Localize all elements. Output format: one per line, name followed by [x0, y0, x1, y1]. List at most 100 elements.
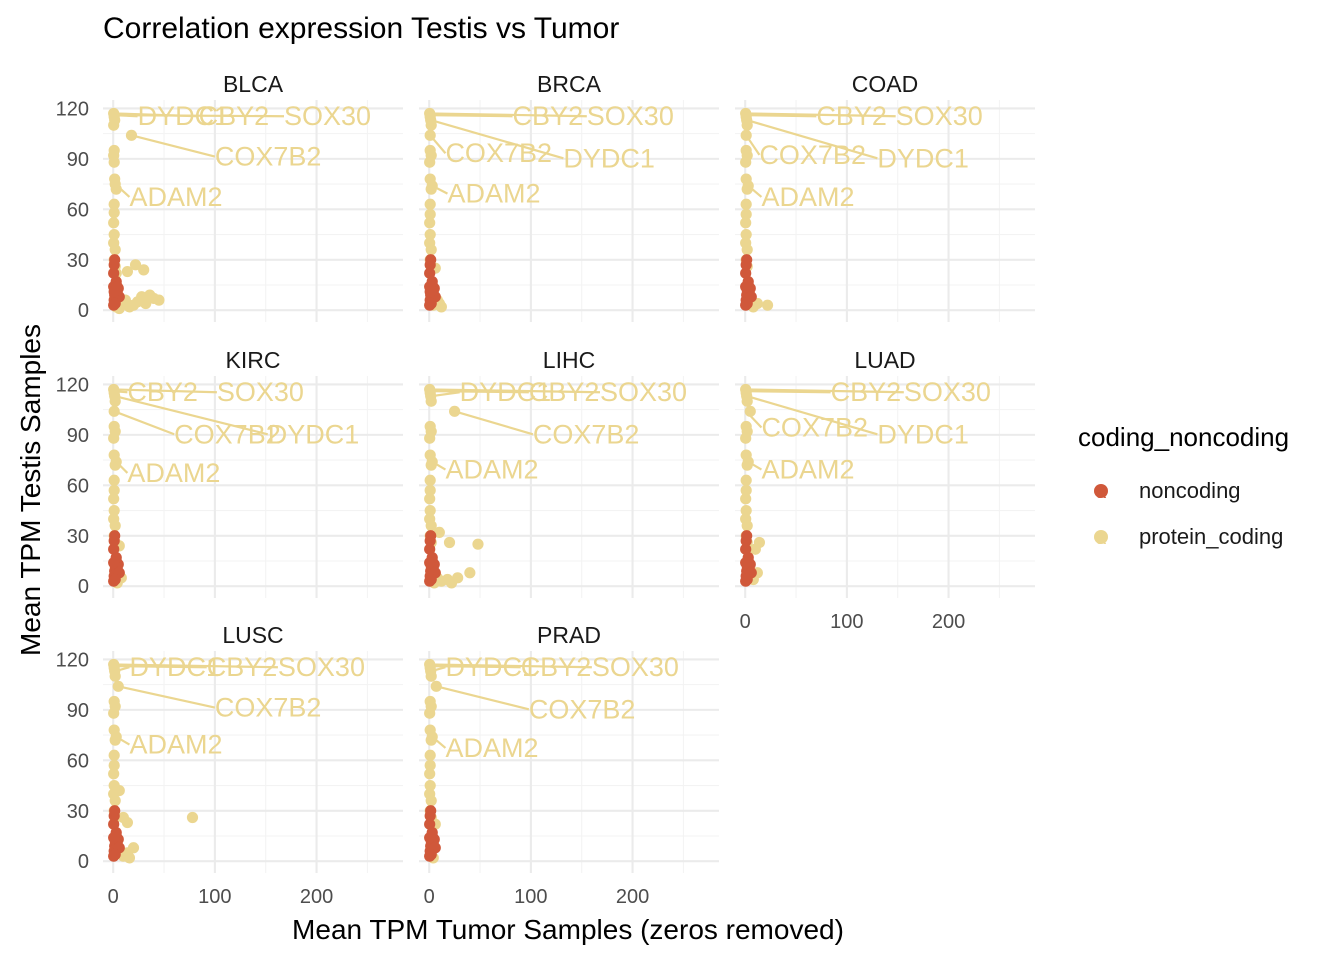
x-tick-label: 200 — [932, 611, 965, 633]
point-protein-coding — [740, 228, 752, 241]
point-protein-coding — [740, 217, 752, 229]
point-noncoding — [741, 297, 753, 310]
facet-strip-label: BRCA — [537, 71, 602, 97]
point-protein-coding — [140, 297, 152, 310]
point-protein-coding — [740, 493, 752, 505]
point-noncoding — [109, 573, 121, 586]
y-axis-title: Mean TPM Testis Samples — [15, 324, 46, 656]
point-noncoding — [424, 267, 436, 279]
point-noncoding — [424, 286, 436, 298]
label-segment — [113, 410, 175, 436]
point-noncoding — [741, 254, 753, 266]
point-protein-coding — [464, 567, 476, 579]
x-axis-title: Mean TPM Tumor Samples (zeros removed) — [292, 914, 844, 945]
legend-title: coding_noncoding — [1078, 422, 1289, 452]
y-tick-label: 0 — [78, 851, 89, 873]
gene-label: ADAM2 — [445, 455, 538, 485]
y-tick-label: 60 — [67, 475, 89, 497]
point-protein-coding — [740, 484, 752, 496]
point-noncoding — [425, 848, 437, 861]
point-protein-coding — [109, 520, 121, 532]
label-segment — [430, 114, 513, 118]
y-tick-label: 90 — [67, 700, 89, 722]
point-noncoding — [109, 254, 121, 266]
legend: coding_noncoding a noncoding a protein_codi… — [1078, 422, 1289, 549]
point-noncoding — [424, 832, 436, 844]
y-tick-label: 60 — [67, 199, 89, 221]
x-tick-label: 200 — [300, 886, 333, 908]
label-segment — [431, 460, 447, 471]
point-protein-coding — [108, 217, 120, 229]
label-segment — [430, 663, 592, 669]
point-protein-coding — [424, 432, 436, 444]
gene-label: ADAM2 — [129, 730, 222, 760]
point-protein-coding — [425, 459, 437, 471]
label-segment — [431, 735, 447, 749]
point-protein-coding — [108, 768, 120, 780]
point-noncoding — [108, 267, 120, 279]
point-protein-coding — [740, 474, 752, 486]
gene-label: DYDC1 — [268, 419, 360, 449]
point-protein-coding — [740, 432, 752, 444]
label-segment — [118, 685, 216, 709]
point-protein-coding — [749, 543, 761, 555]
point-protein-coding — [108, 504, 120, 517]
point-noncoding — [109, 530, 121, 542]
point-protein-coding — [108, 207, 120, 219]
point-protein-coding — [108, 474, 120, 486]
point-protein-coding — [108, 707, 120, 719]
label-segment — [746, 114, 817, 118]
point-protein-coding — [425, 520, 437, 532]
point-protein-coding — [109, 795, 121, 807]
gene-label: SOX30 — [904, 377, 991, 407]
point-protein-coding — [129, 259, 142, 271]
point-protein-coding — [740, 208, 752, 220]
point-protein-coding — [425, 670, 437, 682]
point-noncoding — [740, 543, 752, 555]
label-segment — [430, 666, 446, 673]
label-segment — [114, 390, 128, 394]
point-protein-coding — [109, 734, 121, 746]
point-protein-coding — [424, 474, 436, 486]
point-protein-coding — [186, 811, 199, 824]
point-protein-coding — [108, 156, 120, 168]
point-protein-coding — [741, 244, 753, 256]
label-segment — [115, 460, 129, 474]
gene-label: ADAM2 — [761, 455, 854, 485]
label-segment — [114, 665, 207, 669]
x-tick-label: 100 — [830, 611, 863, 633]
point-protein-coding — [108, 228, 120, 241]
gene-label: COX7B2 — [759, 140, 866, 170]
y-tick-label: 0 — [78, 576, 89, 598]
point-noncoding — [424, 818, 436, 830]
legend-key-point — [1094, 530, 1108, 544]
gene-label: SOX30 — [587, 101, 674, 131]
label-segment — [114, 663, 278, 669]
legend-key-point — [1094, 484, 1108, 498]
point-protein-coding — [424, 484, 436, 496]
gene-label: SOX30 — [592, 652, 679, 682]
gene-label: ADAM2 — [445, 733, 538, 763]
label-segment — [746, 112, 896, 118]
label-segment — [114, 183, 131, 198]
label-segment — [115, 114, 285, 118]
label-segment — [436, 685, 530, 711]
gene-label: SOX30 — [217, 377, 304, 407]
gene-label: ADAM2 — [761, 182, 854, 212]
gene-label: COX7B2 — [533, 419, 640, 449]
point-noncoding — [424, 557, 436, 569]
gene-label: COX7B2 — [215, 693, 322, 723]
point-protein-coding — [121, 265, 134, 278]
point-protein-coding — [425, 795, 437, 807]
facet-strip-label: KIRC — [226, 347, 281, 373]
label-segment — [429, 134, 447, 154]
label-segment — [746, 395, 878, 436]
gene-label: DYDC1 — [877, 419, 969, 449]
point-protein-coding — [425, 119, 437, 131]
label-segment — [746, 390, 831, 394]
